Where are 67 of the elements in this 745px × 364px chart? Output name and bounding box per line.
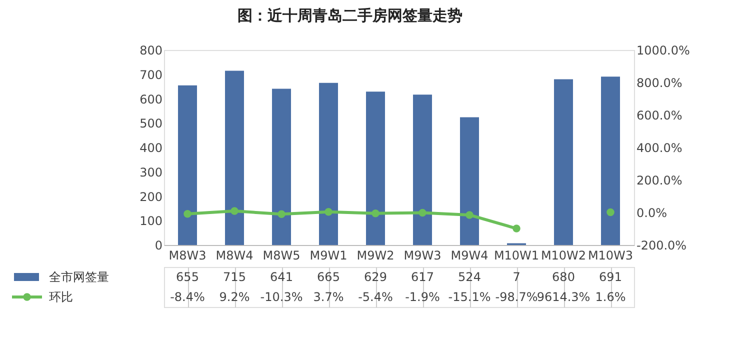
- y-tick-label: 200: [140, 190, 162, 204]
- data-label: 715: [223, 270, 246, 284]
- bar: [366, 92, 385, 245]
- data-label: 691: [599, 270, 622, 284]
- x-tick-label: M10W2: [540, 248, 586, 262]
- x-tick-label: M9W2: [356, 248, 394, 262]
- y2-tick-label: -200.0%: [636, 238, 687, 252]
- point: [512, 224, 520, 232]
- bar: [272, 88, 291, 245]
- y-tick-label: 800: [140, 44, 162, 58]
- y-tick-label: 0: [154, 238, 162, 252]
- y2-tick-label: 1000.0%: [636, 44, 690, 58]
- point: [466, 211, 474, 219]
- y2-tick-label: 0.0%: [636, 206, 667, 220]
- data-label: -98.7%: [495, 290, 538, 304]
- bar: [178, 85, 197, 245]
- x-tick-label: M10W3: [588, 248, 634, 262]
- data-label: -8.4%: [170, 290, 205, 304]
- data-label: 9.2%: [219, 290, 250, 304]
- bar: [225, 70, 244, 245]
- y-tick-label: 400: [140, 141, 162, 155]
- data-label: -15.1%: [448, 290, 491, 304]
- x-tick-label: M8W4: [216, 248, 254, 262]
- data-label: 641: [270, 270, 293, 284]
- x-tick-label: M9W3: [404, 248, 442, 262]
- legend-label: 全市网签量: [49, 270, 109, 284]
- bar: [413, 94, 432, 245]
- legend-label: 环比: [49, 290, 73, 304]
- point: [230, 207, 238, 215]
- data-label: -5.4%: [358, 290, 393, 304]
- bar: [460, 117, 479, 245]
- y2-tick-label: 400.0%: [636, 141, 682, 155]
- y-tick-label: 100: [140, 214, 162, 228]
- point: [372, 210, 380, 218]
- data-label: 629: [364, 270, 387, 284]
- data-label: 665: [317, 270, 340, 284]
- bar: [554, 79, 573, 245]
- data-label: 655: [176, 270, 199, 284]
- x-tick-label: M10W1: [494, 248, 540, 262]
- point: [184, 210, 192, 218]
- point: [606, 208, 614, 216]
- y-tick-label: 600: [140, 92, 162, 106]
- y-tick-label: 500: [140, 116, 162, 131]
- y-tick-label: 700: [140, 68, 162, 82]
- x-tick-label: M8W5: [262, 248, 300, 262]
- point: [324, 208, 332, 216]
- y2-tick-label: 600.0%: [636, 108, 682, 122]
- data-label: -1.9%: [405, 290, 440, 304]
- y2-tick-label: 800.0%: [636, 76, 682, 90]
- bar: [319, 82, 338, 245]
- data-label: 3.7%: [313, 290, 344, 304]
- data-label: -10.3%: [260, 290, 303, 304]
- point: [418, 208, 426, 217]
- text: 9614.3%: [536, 290, 590, 304]
- point: [278, 210, 286, 218]
- y2-tick-label: 200.0%: [636, 174, 682, 188]
- x-tick-label: M8W3: [168, 248, 206, 262]
- data-label: 617: [411, 270, 434, 284]
- data-label: 524: [458, 270, 481, 284]
- data-label: 7: [512, 270, 520, 284]
- y-tick-label: 300: [140, 165, 162, 180]
- x-tick-label: M9W4: [450, 248, 488, 262]
- data-label: 680: [552, 270, 575, 284]
- chart-title: 图：近十周青岛二手房网签量走势: [237, 6, 462, 24]
- data-label: 1.6%: [595, 290, 626, 304]
- bar: [601, 76, 620, 245]
- x-tick-label: M9W1: [310, 248, 348, 262]
